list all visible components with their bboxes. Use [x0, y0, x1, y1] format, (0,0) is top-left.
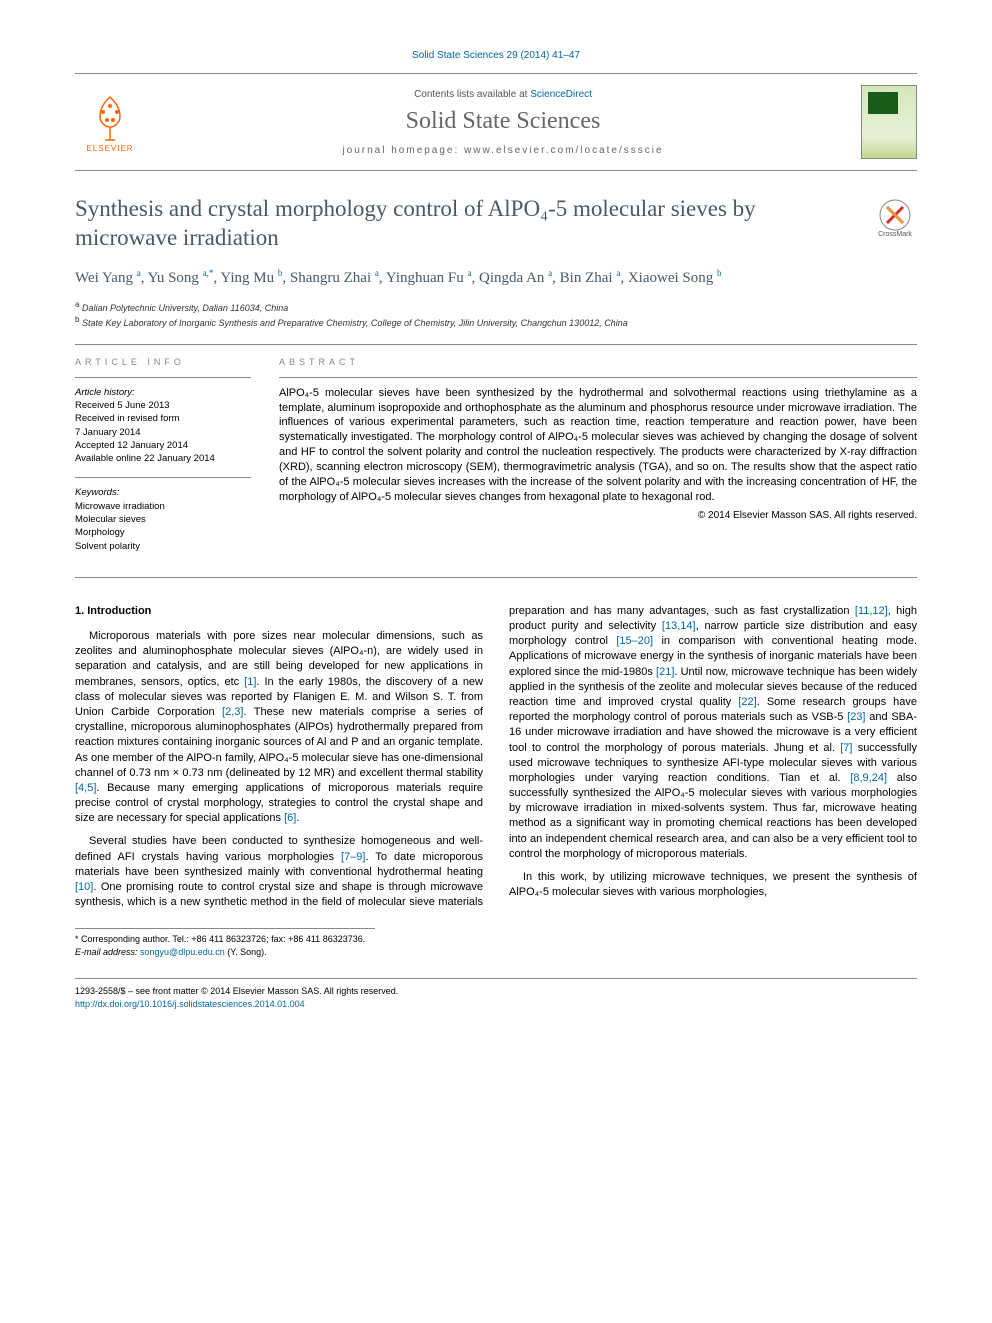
crossmark-icon	[879, 199, 911, 231]
affiliations: a Dalian Polytechnic University, Dalian …	[75, 299, 917, 330]
homepage-url[interactable]: www.elsevier.com/locate/ssscie	[464, 145, 664, 156]
corresponding-email[interactable]: songyu@dlpu.edu.cn	[140, 947, 225, 957]
abstract-column: ABSTRACT AlPO₄-5 molecular sieves have b…	[265, 345, 917, 577]
homepage-prefix: journal homepage:	[342, 145, 464, 156]
article-history-label: Article history:	[75, 387, 135, 398]
journal-cover-thumbnail	[861, 85, 917, 159]
journal-name: Solid State Sciences	[145, 108, 861, 135]
front-matter-line: 1293-2558/$ – see front matter © 2014 El…	[75, 985, 917, 998]
article-info-label: ARTICLE INFO	[75, 357, 251, 367]
crossmark-label: CrossMark	[878, 231, 912, 238]
keywords-label: Keywords:	[75, 487, 119, 498]
info-abstract-box: ARTICLE INFO Article history: Received 5…	[75, 344, 917, 578]
article-footer: 1293-2558/$ – see front matter © 2014 El…	[75, 978, 917, 1010]
crossmark-badge[interactable]: CrossMark	[873, 199, 917, 243]
abstract-copyright: © 2014 Elsevier Masson SAS. All rights r…	[279, 510, 917, 521]
corresponding-author-note: * Corresponding author. Tel.: +86 411 86…	[75, 928, 375, 958]
abstract-text: AlPO₄-5 molecular sieves have been synth…	[279, 377, 917, 505]
article-body: 1. Introduction Microporous materials wi…	[75, 604, 917, 910]
corresponding-line-1: * Corresponding author. Tel.: +86 411 86…	[75, 933, 375, 946]
section-heading-introduction: 1. Introduction	[75, 604, 483, 619]
running-head: Solid State Sciences 29 (2014) 41–47	[75, 50, 917, 61]
corresponding-suffix: (Y. Song).	[225, 947, 267, 957]
body-paragraph-1: Microporous materials with pore sizes ne…	[75, 629, 483, 826]
article-history-block: Article history: Received 5 June 2013Rec…	[75, 377, 251, 466]
journal-masthead: ELSEVIER Contents lists available at Sci…	[75, 73, 917, 171]
elsevier-logo: ELSEVIER	[75, 82, 145, 162]
keywords-lines: Microwave irradiationMolecular sievesMor…	[75, 501, 165, 552]
doi-line: http://dx.doi.org/10.1016/j.solidstatesc…	[75, 998, 917, 1011]
publisher-label: ELSEVIER	[86, 144, 133, 153]
author-list: Wei Yang a, Yu Song a,*, Ying Mu b, Shan…	[75, 267, 917, 289]
article-info-column: ARTICLE INFO Article history: Received 5…	[75, 345, 265, 577]
abstract-label: ABSTRACT	[279, 357, 917, 367]
article-title: Synthesis and crystal morphology control…	[75, 195, 859, 253]
sciencedirect-link[interactable]: ScienceDirect	[530, 89, 592, 100]
article-history-lines: Received 5 June 2013Received in revised …	[75, 400, 215, 464]
article-title-row: Synthesis and crystal morphology control…	[75, 195, 917, 253]
email-label: E-mail address:	[75, 947, 140, 957]
contents-prefix: Contents lists available at	[414, 89, 530, 100]
keywords-block: Keywords: Microwave irradiationMolecular…	[75, 477, 251, 552]
journal-homepage-line: journal homepage: www.elsevier.com/locat…	[145, 145, 861, 156]
body-paragraph-3: In this work, by utilizing microwave tec…	[509, 870, 917, 900]
masthead-center: Contents lists available at ScienceDirec…	[145, 89, 861, 156]
contents-available-line: Contents lists available at ScienceDirec…	[145, 89, 861, 100]
elsevier-tree-icon	[85, 92, 135, 142]
corresponding-line-2: E-mail address: songyu@dlpu.edu.cn (Y. S…	[75, 946, 375, 959]
doi-link[interactable]: http://dx.doi.org/10.1016/j.solidstatesc…	[75, 999, 305, 1009]
